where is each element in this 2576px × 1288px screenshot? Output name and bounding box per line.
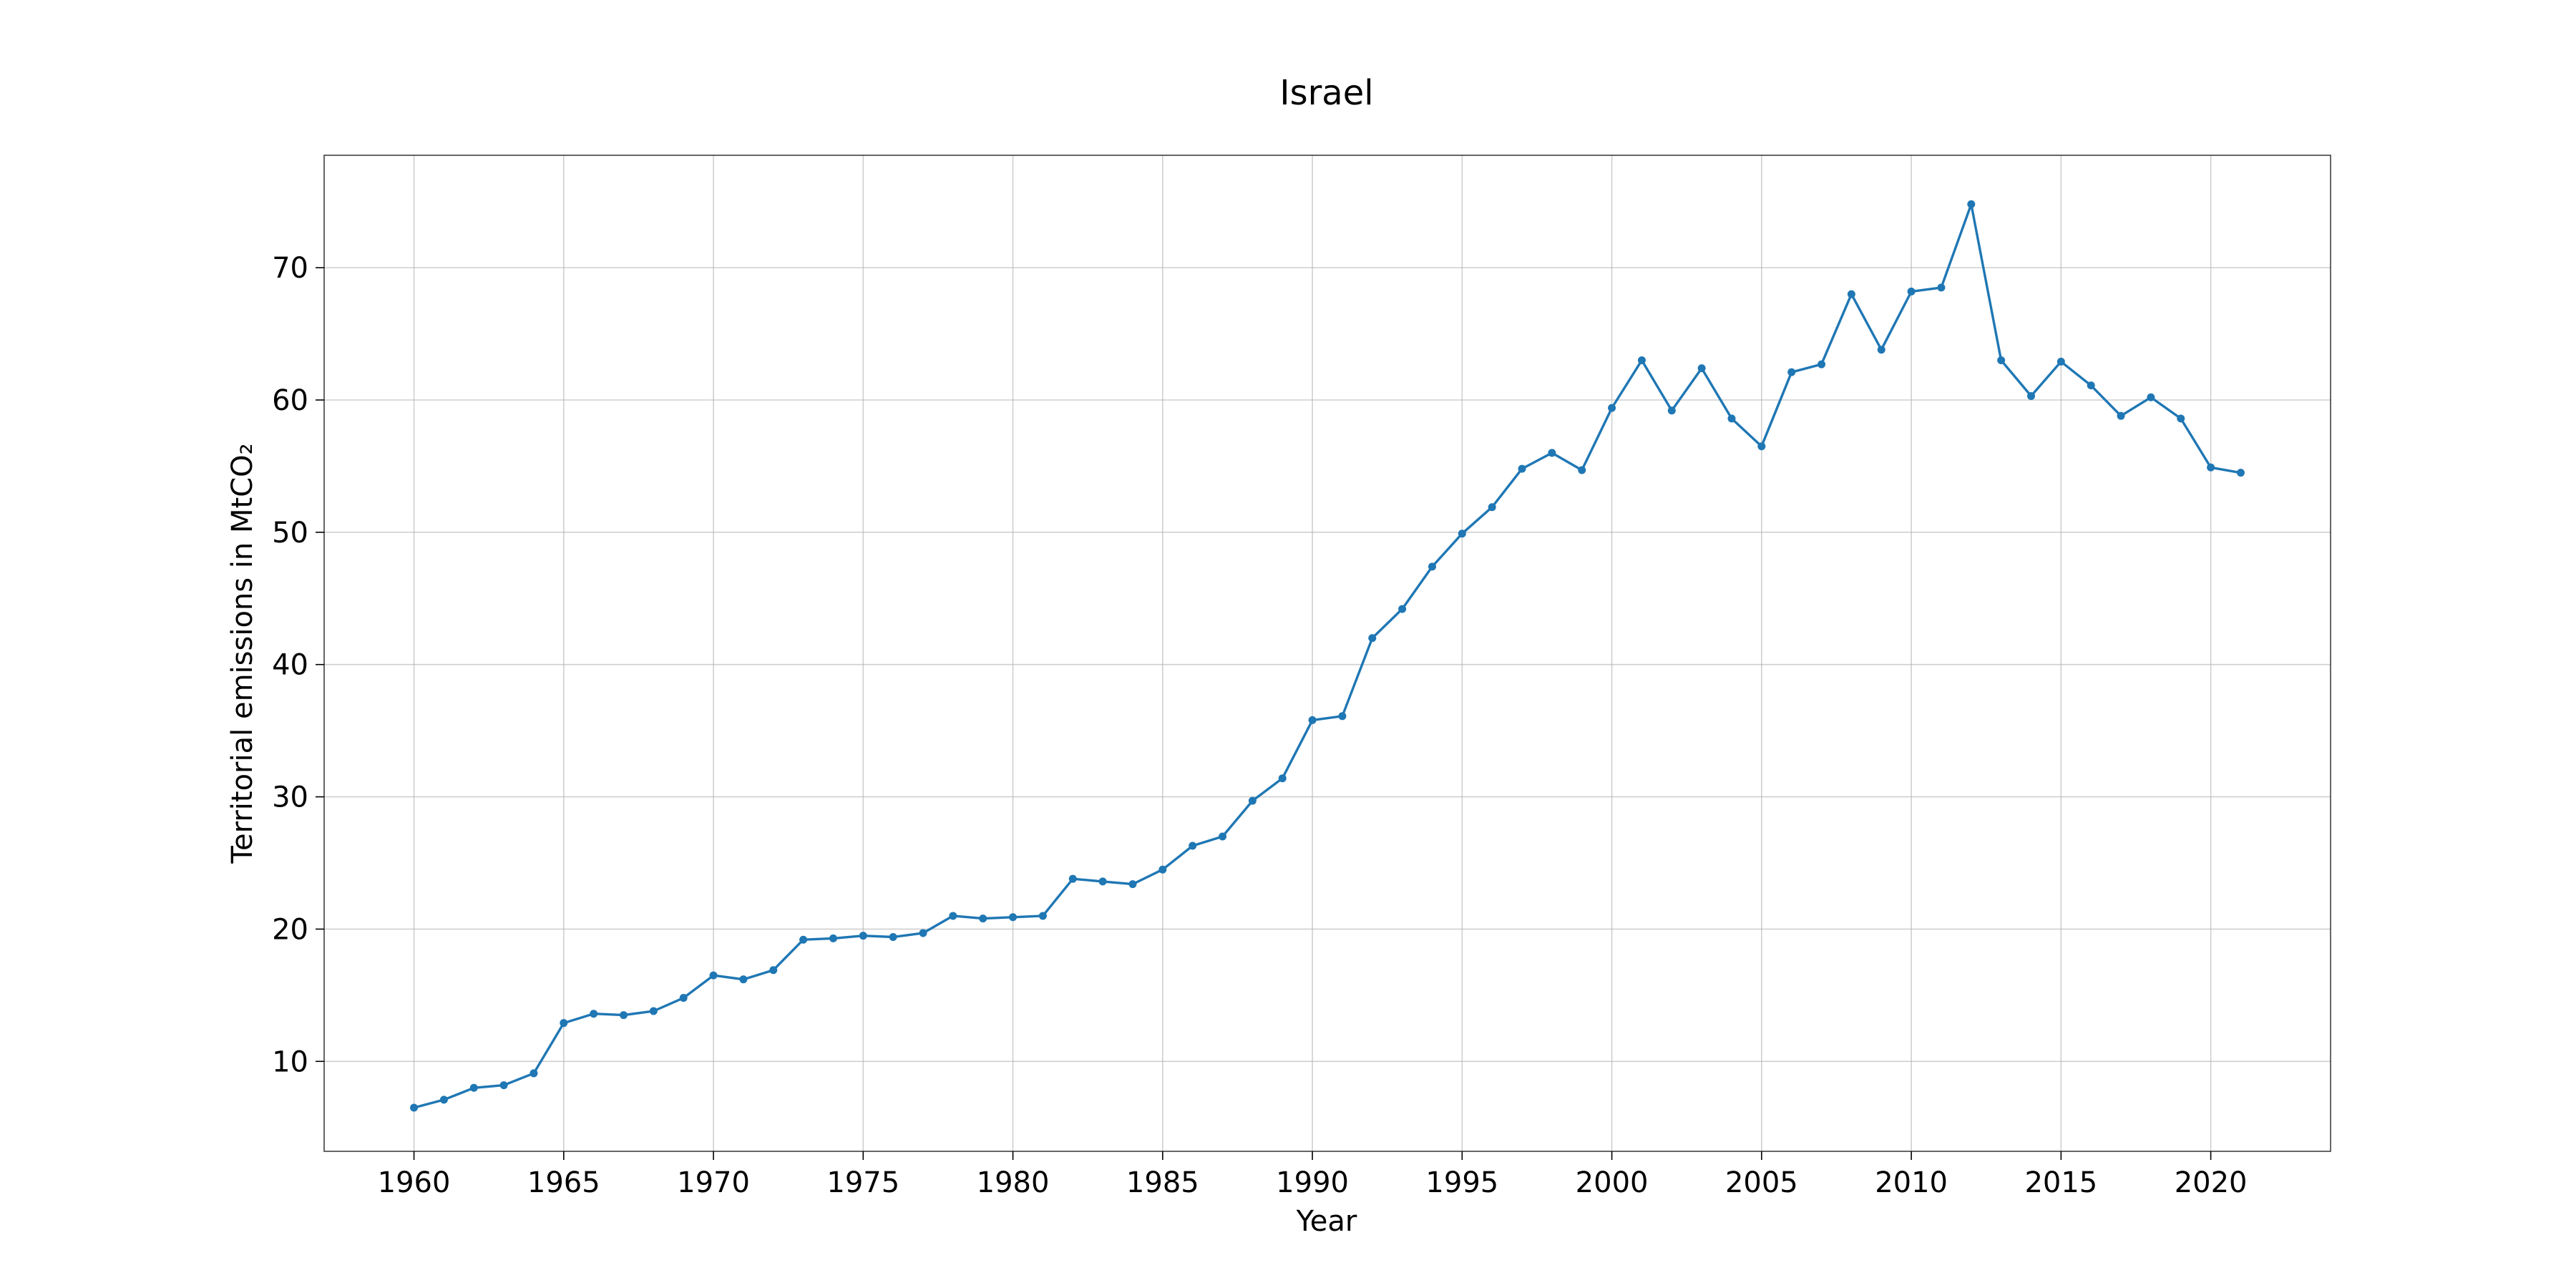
data-point (1578, 466, 1586, 474)
y-tick-label: 20 (272, 913, 308, 946)
data-point (979, 914, 987, 923)
data-point (1488, 503, 1496, 512)
y-tick-label: 30 (272, 781, 308, 814)
data-point (1637, 356, 1646, 365)
series-line (414, 203, 2241, 1109)
data-point (679, 994, 688, 1002)
data-point (1907, 287, 1916, 296)
x-axis-ticks: 1960 1965 1970 1975 1980 1985 1990 1995 2000 2005… (378, 1151, 2248, 1199)
data-point (1757, 442, 1766, 451)
data-point (2236, 469, 2245, 477)
data-point (739, 975, 748, 984)
data-point (2026, 391, 2035, 400)
data-point (2147, 393, 2155, 401)
x-tick-label: 2010 (1875, 1166, 1948, 1199)
x-tick-label: 2005 (1725, 1166, 1798, 1199)
data-point (1248, 796, 1257, 805)
data-point (1967, 200, 1976, 208)
data-point (590, 1010, 598, 1018)
x-tick-label: 1960 (378, 1166, 451, 1199)
data-point (1818, 360, 1826, 369)
x-tick-label: 1970 (677, 1166, 750, 1199)
y-tick-label: 40 (272, 649, 308, 682)
data-point (499, 1081, 508, 1090)
data-point (2207, 463, 2215, 472)
data-point (1128, 880, 1137, 889)
x-tick-label: 1965 (527, 1166, 600, 1199)
data-point (1997, 356, 2006, 365)
x-tick-label: 2000 (1576, 1166, 1649, 1199)
data-points (410, 200, 2245, 1112)
data-point (439, 1096, 448, 1104)
data-point (949, 912, 957, 920)
data-point (1338, 712, 1347, 721)
data-point (2057, 357, 2065, 366)
data-point (1278, 774, 1287, 783)
data-point (829, 934, 837, 942)
data-point (859, 932, 867, 940)
data-point (530, 1069, 538, 1078)
data-point (1368, 634, 1377, 643)
x-tick-label: 1975 (826, 1166, 899, 1199)
data-point (1548, 449, 1556, 457)
data-point (1219, 832, 1227, 841)
data-point (769, 966, 778, 975)
data-point (1098, 877, 1107, 886)
data-point (1667, 406, 1676, 415)
data-point (709, 971, 718, 980)
data-point (919, 929, 927, 937)
data-point (1009, 913, 1018, 922)
data-point (2177, 414, 2185, 423)
x-tick-label: 1980 (977, 1166, 1050, 1199)
data-point (799, 935, 808, 944)
x-tick-label: 1985 (1126, 1166, 1199, 1199)
data-point (1608, 404, 1616, 412)
data-point (1847, 290, 1855, 298)
x-tick-label: 1995 (1425, 1166, 1498, 1199)
data-point (1727, 414, 1736, 423)
data-point (2117, 411, 2125, 420)
x-tick-label: 2020 (2175, 1166, 2248, 1199)
data-point (560, 1019, 568, 1028)
data-point (620, 1011, 628, 1020)
data-point (1877, 346, 1885, 354)
x-axis-label: Year (1296, 1205, 1357, 1238)
chart-title: Israel (1279, 73, 1373, 113)
y-tick-label: 70 (272, 252, 308, 285)
data-point (1158, 865, 1167, 874)
x-tick-label: 2015 (2024, 1166, 2097, 1199)
y-tick-label: 50 (272, 517, 308, 550)
data-point (1697, 364, 1706, 373)
y-axis-ticks: 10 20 30 40 50 60 70 (272, 252, 324, 1078)
data-point (410, 1103, 419, 1112)
grid (324, 155, 2331, 1151)
plot-frame (323, 155, 2331, 1152)
data-point (1189, 841, 1197, 850)
data-point (1308, 716, 1317, 724)
data-point (1398, 605, 1407, 613)
data-point (1787, 368, 1796, 376)
x-tick-label: 1990 (1276, 1166, 1349, 1199)
data-point (1038, 912, 1047, 920)
data-point (1937, 283, 1946, 292)
data-point (1428, 562, 1436, 571)
data-point (1458, 530, 1466, 538)
data-point (469, 1083, 478, 1092)
data-point (1518, 464, 1526, 473)
y-tick-label: 10 (272, 1045, 308, 1078)
data-point (889, 933, 897, 942)
y-axis-label: Territorial emissions in MtCO₂ (226, 443, 259, 864)
data-point (649, 1007, 658, 1015)
data-point (2087, 381, 2095, 390)
y-tick-label: 60 (272, 384, 308, 417)
data-point (1068, 874, 1077, 883)
